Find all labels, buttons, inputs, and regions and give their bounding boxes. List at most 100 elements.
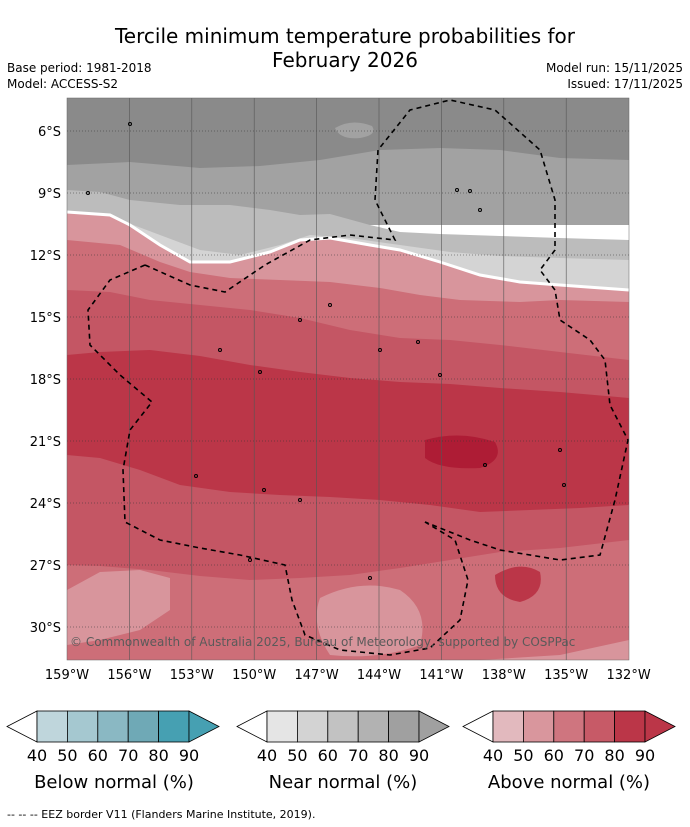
legend-tick: 50 xyxy=(287,746,307,765)
legend-tick: 90 xyxy=(635,746,655,765)
cloud-patch-top xyxy=(335,122,374,139)
island-mark xyxy=(328,303,332,307)
lon-label: 150°W xyxy=(232,668,276,683)
legend-tick: 40 xyxy=(483,746,503,765)
island-mark xyxy=(248,558,252,562)
longitude-labels: 159°W 156°W 153°W 150°W 147°W 144°W 141°W 138°W… xyxy=(45,668,651,683)
legend-tick: 50 xyxy=(513,746,533,765)
legend-near-label: Near normal (%) xyxy=(268,772,418,793)
legend-tick: 80 xyxy=(148,746,168,765)
model-name: Model: ACCESS-S2 xyxy=(7,77,119,91)
lat-label: 9°S xyxy=(38,187,61,202)
legend-tick: 70 xyxy=(574,746,594,765)
islands xyxy=(86,122,566,580)
legend-tick: 90 xyxy=(179,746,199,765)
region-above-90-east xyxy=(590,478,615,495)
legend-near: 40 50 60 70 80 90 xyxy=(236,710,450,765)
legend-tick: 90 xyxy=(409,746,429,765)
legend-tick: 60 xyxy=(88,746,108,765)
latitude-labels: 6°S 9°S 12°S 15°S 18°S 21°S 24°S 27°S 30°S xyxy=(30,125,61,636)
lon-label: 153°W xyxy=(170,668,214,683)
title-line-2: February 2026 xyxy=(272,48,418,72)
lat-label: 6°S xyxy=(38,125,61,140)
legend-above: 40 50 60 70 80 90 xyxy=(462,710,676,765)
legend-tick: 70 xyxy=(348,746,368,765)
island-mark xyxy=(86,191,90,195)
eez-borders xyxy=(87,99,629,656)
eez-border-north xyxy=(144,99,629,561)
region-above-80 xyxy=(67,350,629,512)
legend-swatch xyxy=(583,710,616,743)
lat-label: 21°S xyxy=(30,435,61,450)
eez-footnote: -- -- -- EEZ border V11 (Flanders Marine… xyxy=(7,808,316,821)
legend-swatch xyxy=(97,710,129,743)
legend-swatch xyxy=(327,710,359,743)
legend-swatch xyxy=(523,710,555,743)
legend-swatch xyxy=(553,710,585,743)
legend-tick: 40 xyxy=(257,746,277,765)
legend-swatch xyxy=(158,710,190,743)
island-mark xyxy=(455,188,459,192)
island-mark xyxy=(558,448,562,452)
legend-high-arrow xyxy=(188,710,220,743)
lon-label: 132°W xyxy=(607,668,651,683)
lon-label: 147°W xyxy=(295,668,339,683)
copyright-text: © Commonwealth of Australia 2025, Bureau… xyxy=(70,635,575,649)
lat-label: 27°S xyxy=(30,559,61,574)
lat-label: 18°S xyxy=(30,373,61,388)
south-light-patch xyxy=(316,585,423,657)
lat-label: 12°S xyxy=(30,249,61,264)
map-layers xyxy=(67,98,629,660)
map-title: Tercile minimum temperature probabilitie… xyxy=(0,24,690,72)
legends: 40 50 60 70 80 90 40 50 60 70 80 90 40 50 60 70 80 90 xyxy=(6,710,676,765)
island-mark xyxy=(218,348,222,352)
legend-tick: 60 xyxy=(318,746,338,765)
legend-tick: 80 xyxy=(378,746,398,765)
map-frame xyxy=(66,97,630,661)
legend-swatch xyxy=(67,710,99,743)
legend-below: 40 50 60 70 80 90 xyxy=(6,710,220,765)
legend-below-label: Below normal (%) xyxy=(34,772,194,793)
legend-low-arrow xyxy=(6,710,38,743)
lon-label: 159°W xyxy=(45,668,89,683)
island-mark xyxy=(194,474,198,478)
island-mark xyxy=(128,122,132,126)
issued-date: Issued: 17/11/2025 xyxy=(567,77,683,91)
legend-high-arrow xyxy=(418,710,450,743)
lon-label: 144°W xyxy=(357,668,401,683)
legend-tick: 80 xyxy=(604,746,624,765)
legend-swatch xyxy=(492,710,524,743)
region-above-90 xyxy=(425,435,498,469)
lon-label: 138°W xyxy=(482,668,526,683)
legend-swatch xyxy=(36,710,68,743)
island-mark xyxy=(562,483,566,487)
island-mark xyxy=(378,348,382,352)
island-mark xyxy=(298,318,302,322)
island-mark xyxy=(368,576,372,580)
title-line-1: Tercile minimum temperature probabilitie… xyxy=(114,24,576,48)
lon-label: 141°W xyxy=(419,668,463,683)
legend-swatch xyxy=(127,710,159,743)
lon-label: 135°W xyxy=(544,668,588,683)
lat-label: 24°S xyxy=(30,497,61,512)
legend-swatch xyxy=(614,710,646,743)
southwest-light-patch xyxy=(67,570,170,645)
lon-label: 156°W xyxy=(107,668,151,683)
meta-left: Base period: 1981-2018 Model: ACCESS-S2 xyxy=(7,60,152,92)
island-mark xyxy=(258,370,262,374)
legend-swatch xyxy=(266,710,298,743)
legend-tick: 70 xyxy=(118,746,138,765)
island-mark xyxy=(262,488,266,492)
lat-label: 15°S xyxy=(30,311,61,326)
map-gridlines xyxy=(67,98,629,660)
model-run: Model run: 15/11/2025 xyxy=(545,61,683,75)
island-mark xyxy=(438,373,442,377)
base-period: Base period: 1981-2018 xyxy=(7,61,152,75)
legend-low-arrow xyxy=(236,710,268,743)
legend-high-arrow xyxy=(644,710,676,743)
legend-tick: 40 xyxy=(27,746,47,765)
island-mark xyxy=(483,463,487,467)
legend-tick: 60 xyxy=(544,746,564,765)
legend-swatch xyxy=(388,710,420,743)
